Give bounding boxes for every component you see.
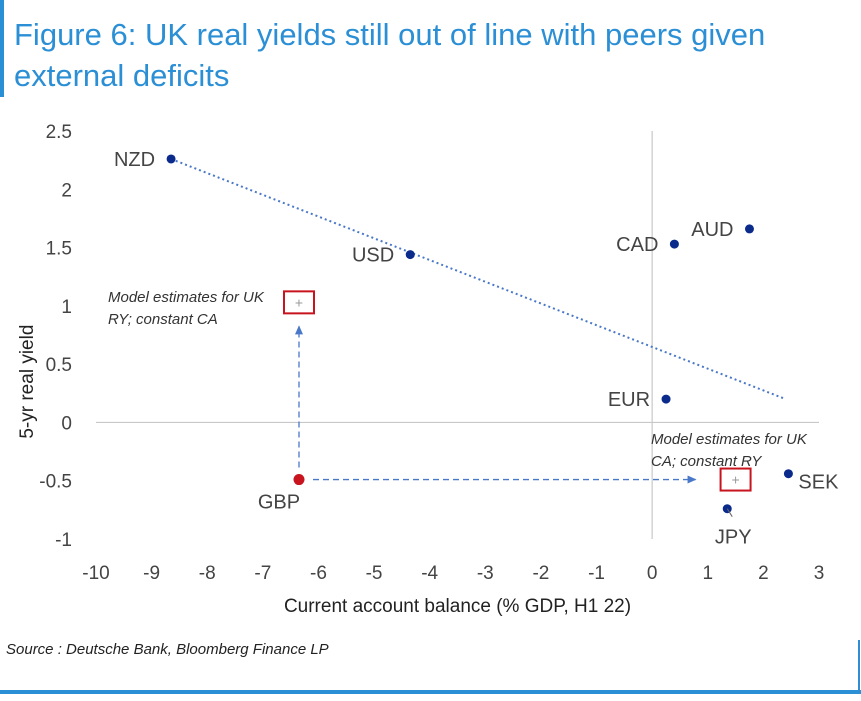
y-tick-label: 0.5 [46, 355, 72, 376]
trendline [170, 158, 786, 401]
estimate-annotation: RY; constant CA [108, 311, 218, 328]
estimate-annotation: CA; constant RY [651, 453, 762, 470]
y-axis-title: 5-yr real yield [17, 325, 38, 439]
x-tick-label: 1 [702, 563, 713, 584]
point-usd [405, 250, 415, 260]
y-tick-label: 1.5 [46, 239, 72, 260]
x-tick-label: -5 [366, 563, 383, 584]
point-label: GBP [258, 492, 300, 514]
point-nzd [166, 154, 176, 164]
estimate-annotation: Model estimates for UK [108, 289, 265, 306]
point-sek [783, 469, 793, 479]
frame-bottom-rule [0, 690, 861, 694]
y-tick-label: 1 [61, 297, 72, 318]
estimate-box [282, 290, 315, 315]
point-label: USD [352, 245, 394, 267]
figure-title: Figure 6: UK real yields still out of li… [14, 17, 766, 93]
y-tick-label: -0.5 [39, 472, 72, 493]
point-label: CAD [616, 234, 658, 256]
x-tick-label: 2 [758, 563, 769, 584]
point-cad [669, 239, 679, 249]
x-tick-label: -2 [532, 563, 549, 584]
point-eur [661, 394, 671, 404]
point-label: NZD [114, 149, 155, 171]
x-tick-label: -8 [199, 563, 216, 584]
x-tick-label: -1 [588, 563, 605, 584]
x-tick-label: -10 [82, 563, 109, 584]
jpy-leader [726, 508, 733, 517]
x-tick-label: 0 [647, 563, 658, 584]
y-tick-label: 2 [61, 180, 72, 201]
estimate-box [719, 467, 752, 492]
point-label: AUD [691, 219, 733, 241]
estimate-marker: + [731, 472, 739, 488]
x-tick-label: -3 [477, 563, 494, 584]
point-jpy [722, 504, 732, 514]
y-tick-label: 0 [61, 413, 72, 434]
y-tick-label: 2.5 [46, 122, 72, 143]
x-tick-label: -6 [310, 563, 327, 584]
x-tick-label: 3 [814, 563, 825, 584]
frame-right-rule [858, 640, 860, 690]
x-tick-label: -4 [421, 563, 438, 584]
y-tick-label: -1 [55, 530, 72, 551]
estimate-marker: + [295, 294, 303, 310]
point-aud [744, 224, 754, 234]
estimate-annotation: Model estimates for UK [651, 431, 808, 448]
point-label: SEK [798, 472, 839, 494]
title-accent-rule [0, 0, 4, 97]
point-label: EUR [608, 389, 650, 411]
point-gbp [293, 474, 305, 486]
x-tick-label: -7 [254, 563, 271, 584]
source-note: Source : Deutsche Bank, Bloomberg Financ… [6, 641, 329, 658]
x-tick-label: -9 [143, 563, 160, 584]
point-label: JPY [715, 527, 752, 549]
x-axis-title: Current account balance (% GDP, H1 22) [284, 596, 631, 617]
